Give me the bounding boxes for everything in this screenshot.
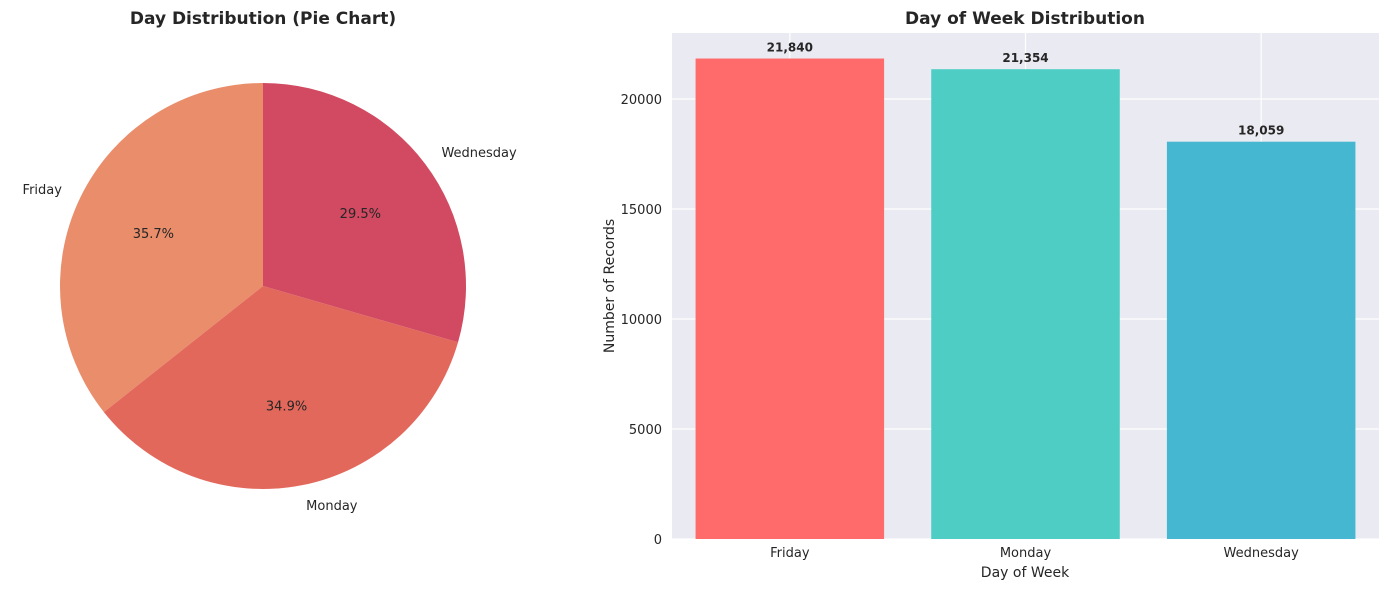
y-tick-label: 15000 — [621, 203, 662, 218]
pie-slice-wednesday — [263, 83, 466, 343]
bar-value-label-wednesday: 18,059 — [1238, 124, 1284, 138]
bar-friday — [695, 58, 885, 540]
bar-monday — [931, 69, 1120, 539]
bar-wednesday — [1166, 141, 1356, 539]
pie-slice-friday — [59, 83, 264, 413]
pie-slice-monday — [103, 286, 459, 490]
pie-chart-title: Day Distribution (Pie Chart) — [130, 9, 396, 29]
pie-percent-friday: 35.7% — [133, 227, 174, 242]
y-tick-label: 20000 — [621, 93, 662, 108]
y-tick-label: 0 — [654, 533, 662, 548]
pie-percent-wednesday: 29.5% — [340, 207, 381, 222]
y-axis-ticks: 0 5000 10000 15000 20000 — [621, 93, 662, 548]
pie-labels: Friday 35.7% Monday 34.9% Wednesday 29.5% — [23, 146, 517, 514]
pie-slices — [59, 83, 466, 490]
bars: 21,840 21,354 18,059 — [695, 41, 1356, 540]
bar-chart-title: Day of Week Distribution — [905, 9, 1145, 29]
pie-percent-monday: 34.9% — [266, 400, 307, 415]
pie-chart: Day Distribution (Pie Chart) Friday 35.7%… — [23, 9, 517, 514]
y-tick-label: 5000 — [629, 423, 662, 438]
y-axis-label: Number of Records — [602, 219, 618, 353]
x-tick-label-friday: Friday — [770, 546, 810, 561]
pie-label-monday: Monday — [306, 499, 358, 514]
bar-chart: Day of Week Distribution 21,840 21,354 18,… — [602, 9, 1379, 581]
x-axis-label: Day of Week — [981, 565, 1070, 581]
x-tick-label-monday: Monday — [1000, 546, 1052, 561]
y-tick-label: 10000 — [621, 313, 662, 328]
x-tick-label-wednesday: Wednesday — [1224, 546, 1300, 561]
pie-label-friday: Friday — [23, 183, 63, 198]
x-axis-ticks: Friday Monday Wednesday — [770, 546, 1299, 561]
bar-value-label-friday: 21,840 — [767, 41, 813, 55]
pie-label-wednesday: Wednesday — [441, 146, 517, 161]
bar-value-label-monday: 21,354 — [1002, 51, 1048, 65]
